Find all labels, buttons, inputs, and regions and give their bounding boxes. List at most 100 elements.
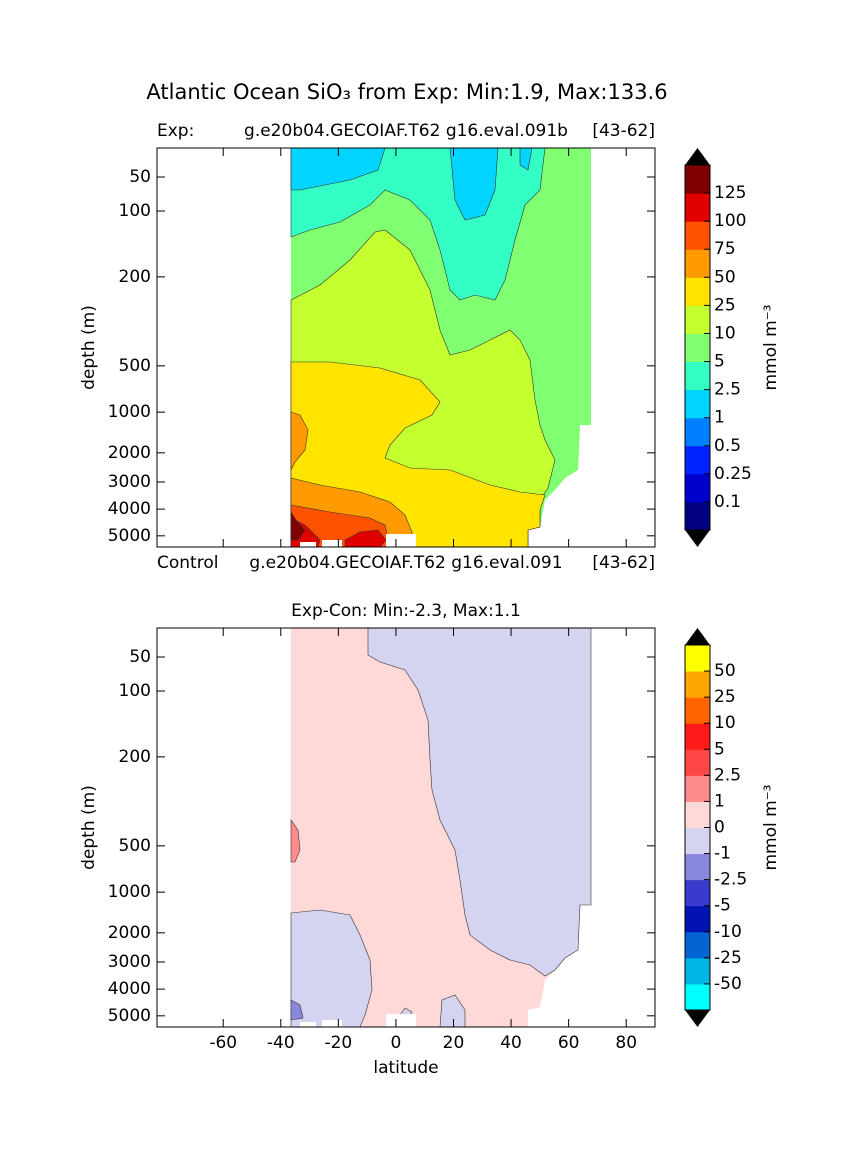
control-title-right: [43-62] xyxy=(592,553,655,573)
colorbar-tick-label: 75 xyxy=(714,239,736,259)
contour-region xyxy=(290,999,304,1021)
colorbar-tick-label: -25 xyxy=(714,948,742,968)
colorbar-tick-label: 5 xyxy=(714,352,725,372)
suptitle: Atlantic Ocean SiO₃ from Exp: Min:1.9, M… xyxy=(146,80,667,104)
seafloor xyxy=(300,1022,316,1027)
contour-region xyxy=(367,627,592,977)
colorbar-frame xyxy=(684,164,711,531)
colorbar-segment xyxy=(685,445,710,475)
y-tick-label: 200 xyxy=(119,267,151,287)
seafloor xyxy=(322,540,342,547)
x-tick-label: 80 xyxy=(615,1033,637,1053)
seafloor xyxy=(386,534,416,547)
colorbar-tick-label: 1 xyxy=(714,408,725,428)
colorbar-tick-label: 50 xyxy=(714,267,736,287)
colorbar-segment xyxy=(685,983,710,1011)
y-tick-label: 3000 xyxy=(108,472,151,492)
colorbar-segment xyxy=(685,671,710,698)
colorbar-segment xyxy=(685,333,710,363)
colorbar-segment xyxy=(685,221,710,250)
colorbar-tick-label: 25 xyxy=(714,687,736,707)
colorbar-tick-label: -50 xyxy=(714,974,742,994)
colorbar-extend xyxy=(685,628,710,645)
colorbar-tick-label: 10 xyxy=(714,713,736,733)
colorbar-segment xyxy=(685,723,710,750)
colorbar-label: mmol m⁻³ xyxy=(761,785,781,871)
colorbar-tick-label: 2.5 xyxy=(714,765,741,785)
x-tick-label: 40 xyxy=(500,1033,522,1053)
y-tick-label: 2000 xyxy=(108,923,151,943)
colorbar-segment xyxy=(685,957,710,985)
y-tick-label: 500 xyxy=(119,356,151,376)
y-tick-label: 3000 xyxy=(108,952,151,972)
colorbar-segment xyxy=(685,801,710,828)
contour-region xyxy=(290,819,301,863)
y-tick-label: 100 xyxy=(119,201,151,221)
colorbar-extend xyxy=(685,530,710,547)
colorbar-tick-label: 125 xyxy=(714,183,746,203)
colorbar-segment xyxy=(685,879,710,907)
colorbar-extend xyxy=(685,148,710,165)
colorbar-segment xyxy=(685,277,710,306)
colorbar-segment xyxy=(685,697,710,724)
colorbar-segment xyxy=(685,645,710,672)
y-tick-label: 100 xyxy=(119,681,151,701)
colorbar-segment xyxy=(685,361,710,391)
seafloor xyxy=(386,1014,416,1027)
contour-field xyxy=(290,147,591,548)
colorbar-tick-label: 100 xyxy=(714,211,746,231)
y-tick-label: 50 xyxy=(129,647,151,667)
colorbar-tick-label: 0.5 xyxy=(714,436,741,456)
y-tick-label: 50 xyxy=(129,167,151,187)
x-tick-label: -40 xyxy=(267,1033,295,1053)
colorbar-tick-label: -1 xyxy=(714,844,731,864)
colorbar-segment xyxy=(685,501,710,531)
colorbar-segment xyxy=(685,853,710,881)
colorbar-segment xyxy=(685,775,710,802)
colorbar-segment xyxy=(685,193,710,222)
x-tick-label: 60 xyxy=(558,1033,580,1053)
control-title: g.e20b04.GECOIAF.T62 g16.eval.091 xyxy=(249,553,562,573)
panel-title-left: Exp: xyxy=(157,121,194,141)
colorbar-tick-label: 0 xyxy=(714,818,725,838)
y-tick-label: 4000 xyxy=(108,979,151,999)
colorbar-tick-label: -5 xyxy=(714,896,731,916)
contour-region xyxy=(290,411,309,471)
colorbar-label: mmol m⁻³ xyxy=(761,305,781,391)
colorbar-segment xyxy=(685,417,710,447)
colorbar-tick-label: 50 xyxy=(714,661,736,681)
colorbar-tick-label: 25 xyxy=(714,295,736,315)
y-axis-label: depth (m) xyxy=(79,305,99,390)
colorbar-tick-label: 0.25 xyxy=(714,464,752,484)
colorbar-segment xyxy=(685,931,710,959)
axes-frame xyxy=(156,147,656,548)
seafloor xyxy=(322,1020,342,1027)
colorbar-tick-label: -2.5 xyxy=(714,870,747,890)
colorbar-segment xyxy=(685,305,710,334)
y-axis-label: depth (m) xyxy=(79,785,99,870)
colorbar-segment xyxy=(685,389,710,419)
panel-title: Exp-Con: Min:-2.3, Max:1.1 xyxy=(291,601,521,621)
contour-region xyxy=(290,510,306,541)
y-tick-label: 500 xyxy=(119,836,151,856)
colorbar-segment xyxy=(685,165,710,194)
panel-title: g.e20b04.GECOIAF.T62 g16.eval.091b xyxy=(244,121,568,141)
colorbar-tick-label: 2.5 xyxy=(714,380,741,400)
x-tick-label: 0 xyxy=(391,1033,402,1053)
colorbar-segment xyxy=(685,827,710,855)
axes-frame xyxy=(156,627,656,1028)
seafloor xyxy=(300,542,316,547)
contour-region xyxy=(290,147,386,191)
colorbar-segment xyxy=(685,749,710,776)
y-tick-label: 1000 xyxy=(108,882,151,902)
panel-title-right: [43-62] xyxy=(592,121,655,141)
y-tick-label: 1000 xyxy=(108,402,151,422)
colorbar-segment xyxy=(685,905,710,933)
control-title-left: Control xyxy=(157,553,218,573)
y-tick-label: 5000 xyxy=(108,526,151,546)
colorbar-tick-label: -10 xyxy=(714,922,742,942)
colorbar-tick-label: 10 xyxy=(714,323,736,343)
colorbar-tick-label: 1 xyxy=(714,791,725,811)
